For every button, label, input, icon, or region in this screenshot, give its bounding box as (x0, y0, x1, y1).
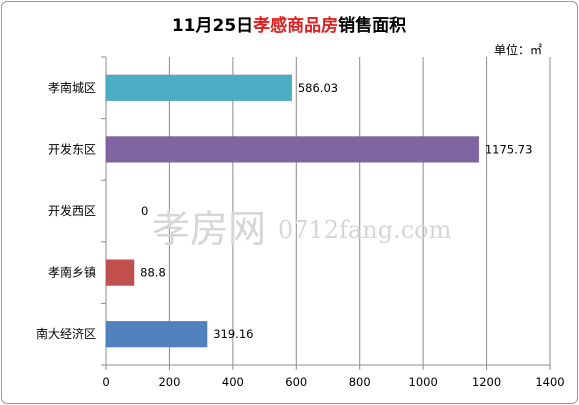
data-label-0: 586.03 (298, 81, 338, 95)
x-tick-label-0: 0 (102, 375, 109, 389)
axes (101, 56, 551, 370)
x-tick-label-1400: 1400 (535, 375, 564, 389)
title-part-2: 销售面积 (338, 15, 406, 36)
x-tick-label-400: 400 (222, 375, 244, 389)
data-label-4: 319.16 (213, 327, 253, 341)
category-label-2: 开发西区 (48, 203, 96, 218)
category-label-0: 孝南城区 (48, 80, 96, 95)
data-label-1: 1175.73 (485, 142, 533, 156)
bar-3 (105, 259, 135, 286)
x-tick-label-200: 200 (158, 375, 180, 389)
x-tick-label-600: 600 (285, 375, 307, 389)
title-part-0: 11月25日 (172, 16, 253, 36)
bar-4 (105, 320, 208, 348)
title-part-1: 孝感商品房 (253, 15, 338, 36)
data-label-3: 88.8 (140, 266, 166, 280)
data-label-2: 0 (141, 204, 148, 218)
bar-0 (105, 74, 293, 102)
category-label-1: 开发东区 (48, 141, 96, 156)
watermark-text: 孝房网 (152, 207, 266, 251)
x-tick-label-800: 800 (349, 375, 371, 389)
chart-title: 11月25日孝感商品房销售面积 (172, 15, 406, 36)
x-tick-label-1200: 1200 (472, 375, 501, 389)
labels: 586.03 孝南城区 1175.73 开发东区 0 开发西区 88.8 孝南乡镇 319.16… (36, 80, 565, 389)
category-label-3: 孝南乡镇 (48, 265, 96, 280)
watermark-domain: 0712fang.com (278, 216, 452, 244)
watermark: 孝房网 0712fang.com (152, 207, 452, 251)
category-label-4: 南大经济区 (36, 326, 96, 341)
gridlines (168, 57, 551, 365)
unit-label: 单位：㎡ (494, 42, 542, 57)
bars (105, 74, 480, 348)
x-tick-label-1000: 1000 (409, 375, 438, 389)
bar-1 (105, 136, 480, 163)
